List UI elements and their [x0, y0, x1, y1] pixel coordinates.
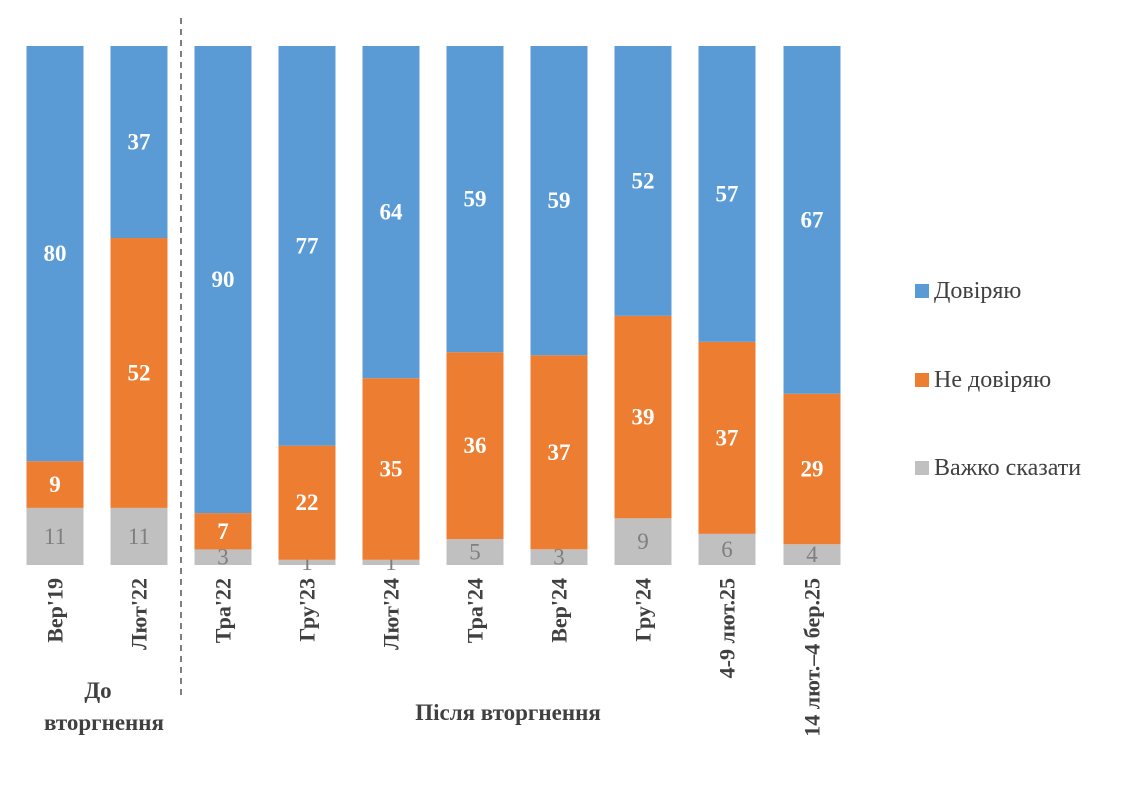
x-tick-label: Тра'24	[463, 578, 488, 643]
bar-segment	[26, 46, 84, 462]
data-label: 37	[548, 440, 571, 465]
data-label: 3	[553, 545, 565, 570]
data-label: 67	[801, 207, 824, 232]
bar-segment	[362, 559, 420, 565]
bar-segment	[783, 544, 841, 565]
x-tick-label: Тра'22	[211, 578, 236, 643]
bar-segment	[194, 46, 252, 514]
data-label: 9	[637, 529, 649, 554]
bar-segment	[278, 445, 336, 560]
legend-swatch	[915, 461, 929, 475]
x-tick-label: Лют'22	[127, 578, 152, 650]
bar-segment	[110, 46, 168, 239]
bar-segment	[110, 507, 168, 565]
data-label: 59	[464, 187, 487, 212]
x-tick-label: 14 лют.–4 бер.25	[800, 578, 825, 737]
legend-label: Важко сказати	[934, 455, 1081, 481]
x-tick-label: Гру'23	[295, 578, 320, 642]
legend-label: Не довіряю	[934, 367, 1051, 393]
x-tick-label: Вер'24	[547, 578, 572, 643]
bar-segment	[278, 46, 336, 446]
data-label: 37	[128, 130, 151, 155]
bar-segment	[698, 46, 756, 342]
legend-swatch	[915, 373, 929, 387]
data-label: 11	[44, 524, 66, 549]
bar-segment	[362, 46, 420, 379]
bar-segment	[614, 46, 672, 316]
bar-segment	[278, 559, 336, 565]
data-label: 52	[128, 360, 151, 385]
data-label: 57	[716, 181, 739, 206]
group-label: До	[84, 678, 111, 703]
bar-segment	[446, 352, 504, 540]
data-label: 22	[296, 490, 319, 515]
data-label: 52	[632, 168, 655, 193]
data-label: 11	[128, 524, 150, 549]
bar-segment	[783, 46, 841, 394]
legend-label: Довіряю	[934, 278, 1021, 304]
data-label: 1	[301, 550, 313, 575]
bar-segment	[530, 355, 588, 550]
data-label: 29	[801, 456, 824, 481]
bar-segment	[26, 461, 84, 508]
data-label: 64	[380, 200, 404, 225]
bar-segment	[446, 46, 504, 353]
group-label: вторгнення	[44, 710, 164, 735]
legend-swatch	[915, 284, 929, 298]
x-tick-label: Лют'24	[379, 578, 404, 650]
bar-segment	[194, 549, 252, 565]
data-label: 9	[49, 472, 61, 497]
data-label: 90	[212, 267, 235, 292]
x-tick-label: Вер'19	[43, 578, 68, 643]
data-label: 39	[632, 405, 655, 430]
data-label: 3	[217, 545, 229, 570]
data-label: 6	[721, 537, 733, 562]
data-label: 1	[385, 550, 397, 575]
bar-segment	[26, 507, 84, 565]
bar-segment	[614, 518, 672, 565]
group-label: Після вторгнення	[415, 700, 601, 725]
x-tick-label: 4-9 лют.25	[715, 578, 740, 678]
x-tick-label: Гру'24	[631, 578, 656, 642]
data-label: 77	[296, 233, 319, 258]
data-label: 59	[548, 188, 571, 213]
data-label: 37	[716, 425, 739, 450]
bar-segment	[614, 315, 672, 519]
data-label: 4	[806, 542, 818, 567]
data-label: 80	[44, 241, 67, 266]
bar-segment	[530, 549, 588, 565]
bar-segment	[783, 393, 841, 545]
data-label: 5	[469, 540, 481, 565]
bar-segment	[446, 539, 504, 565]
bar-segment	[698, 533, 756, 565]
bar-segment	[530, 46, 588, 356]
bar-segment	[110, 238, 168, 508]
data-label: 35	[380, 456, 403, 481]
bar-segment	[362, 378, 420, 560]
bar-segment	[194, 513, 252, 550]
data-label: 7	[217, 519, 229, 544]
bar-segment	[698, 341, 756, 534]
data-label: 36	[464, 433, 487, 458]
